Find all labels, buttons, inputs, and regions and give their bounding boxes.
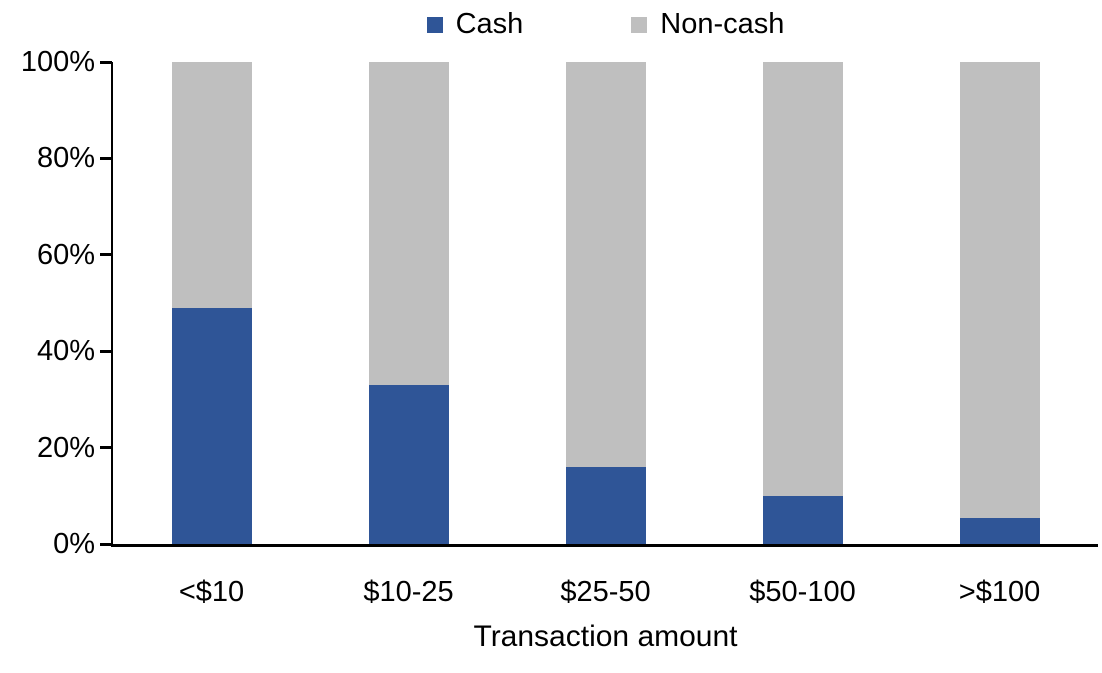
bar-group: [507, 62, 704, 544]
y-axis-tick-label: 80%: [36, 142, 95, 175]
bar-group: [901, 62, 1098, 544]
y-axis-tick: [100, 542, 112, 546]
bar-group: [310, 62, 507, 544]
x-axis-tick-label: $50-100: [749, 576, 856, 608]
y-axis-tick-label: 40%: [36, 335, 95, 368]
x-axis-tick-label: $25-50: [560, 576, 651, 608]
y-axis-tick-label: 0%: [53, 528, 95, 560]
bar-segment-non-cash: [762, 62, 843, 496]
legend: Cash Non-cash: [113, 10, 1098, 39]
legend-item-cash: Cash: [426, 8, 524, 40]
bar-group: [113, 62, 310, 544]
bar-segment-cash: [959, 517, 1040, 544]
x-axis-tick-label: <$10: [178, 576, 245, 608]
bar-segment-cash: [171, 307, 252, 544]
plot-area: 0% 20% 40% 60% 80% 100%: [21, 47, 1098, 559]
bar-segment-cash: [368, 384, 449, 544]
y-axis-tick: [100, 349, 112, 353]
non-cash-legend-label: Non-cash: [660, 8, 785, 40]
y-axis-tick: [100, 446, 112, 450]
bar-segment-non-cash: [565, 62, 646, 467]
bar-segment-cash: [762, 495, 843, 544]
x-axis-title: Transaction amount: [473, 620, 738, 653]
x-axis-tick-label: >$100: [958, 576, 1041, 608]
cash-legend-label: Cash: [455, 8, 524, 40]
bar-segment-non-cash: [368, 62, 449, 385]
y-axis-tick: [100, 156, 112, 160]
y-axis-tick: [100, 60, 112, 64]
bar-segment-non-cash: [959, 62, 1040, 518]
bar-segment-cash: [565, 466, 646, 544]
x-axis-tick-label: $10-25: [363, 576, 454, 608]
legend-item-non-cash: Non-cash: [631, 10, 784, 39]
y-axis-tick-label: 20%: [36, 431, 95, 464]
y-axis-tick-label: 100%: [20, 46, 95, 78]
bar-group: [704, 62, 901, 544]
y-axis-tick-label: 60%: [36, 238, 95, 271]
cash-legend-swatch: [426, 16, 443, 33]
bar-columns: [113, 62, 1098, 544]
bar-segment-non-cash: [171, 62, 252, 308]
x-axis-tick-labels: <$10 $10-25 $25-50 $50-100 >$100: [113, 576, 1098, 609]
y-axis-tick: [100, 253, 112, 257]
non-cash-legend-swatch: [631, 16, 648, 33]
